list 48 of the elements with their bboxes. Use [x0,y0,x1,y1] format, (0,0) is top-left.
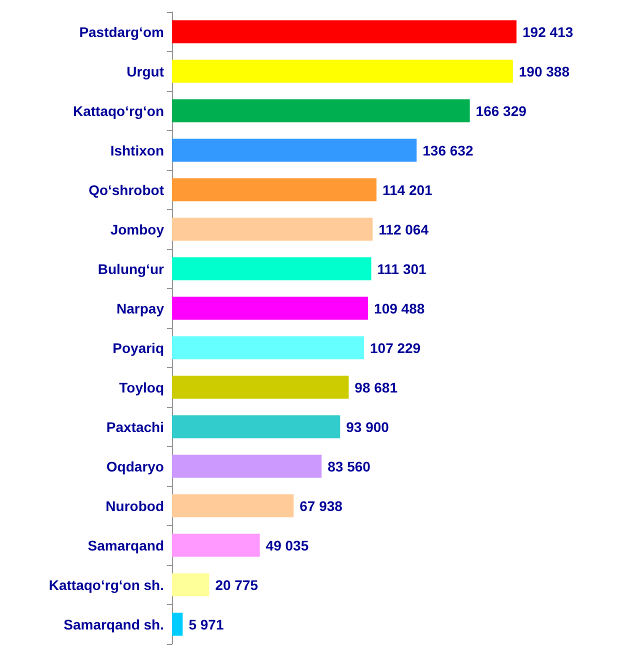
bar [172,573,210,596]
data-label: 107 229 [370,340,421,356]
data-label: 136 632 [422,142,474,158]
bar [172,178,376,202]
bar [172,454,322,478]
y-tick-label: Nurobod [106,498,164,514]
y-tick-label: Kattaqo‘rg‘on [73,102,164,119]
data-label: 111 301 [377,260,427,277]
y-tick-label: Bulung‘ur [98,260,165,277]
data-label: 112 064 [378,221,429,238]
y-tick-label: Pastdarg‘om [79,24,164,40]
bar [172,296,368,320]
data-label: 114 201 [382,182,433,198]
data-label: 93 900 [346,418,390,435]
data-label: 20 775 [215,576,258,593]
bar [172,20,517,44]
bar [172,60,513,83]
data-label: 83 560 [328,458,371,474]
y-tick-label: Qo‘shrobot [88,182,164,198]
y-tick-label: Jomboy [110,221,164,238]
bar [172,336,364,360]
y-tick-label: Narpay [116,300,164,316]
y-tick-label: Samarqand sh. [64,616,164,632]
data-label: 192 413 [522,24,574,40]
y-tick-label: Samarqand [88,537,164,554]
bar [172,534,260,557]
y-tick-label: Paxtachi [106,418,164,435]
bar [172,494,294,518]
data-label: 166 329 [476,102,527,119]
y-tick-label: Poyariq [112,340,164,356]
y-tick-label: Oqdaryo [106,458,164,474]
bar [172,376,349,399]
bar [172,218,373,241]
y-tick-label: Kattaqo‘rg‘on sh. [48,576,164,593]
bar [172,138,417,162]
y-tick-label: Ishtixon [110,142,164,158]
y-tick-label: Urgut [126,63,164,80]
bar [172,612,183,636]
data-label: 5 971 [188,616,224,632]
data-label: 98 681 [354,379,398,396]
y-tick-label: Toyloq [119,379,164,396]
bar [172,415,340,438]
data-label: 49 035 [266,537,309,554]
data-label: 109 488 [374,300,425,316]
data-label: 190 388 [518,63,570,80]
data-label: 67 938 [300,498,343,514]
bar [172,99,470,122]
bar [172,257,372,280]
